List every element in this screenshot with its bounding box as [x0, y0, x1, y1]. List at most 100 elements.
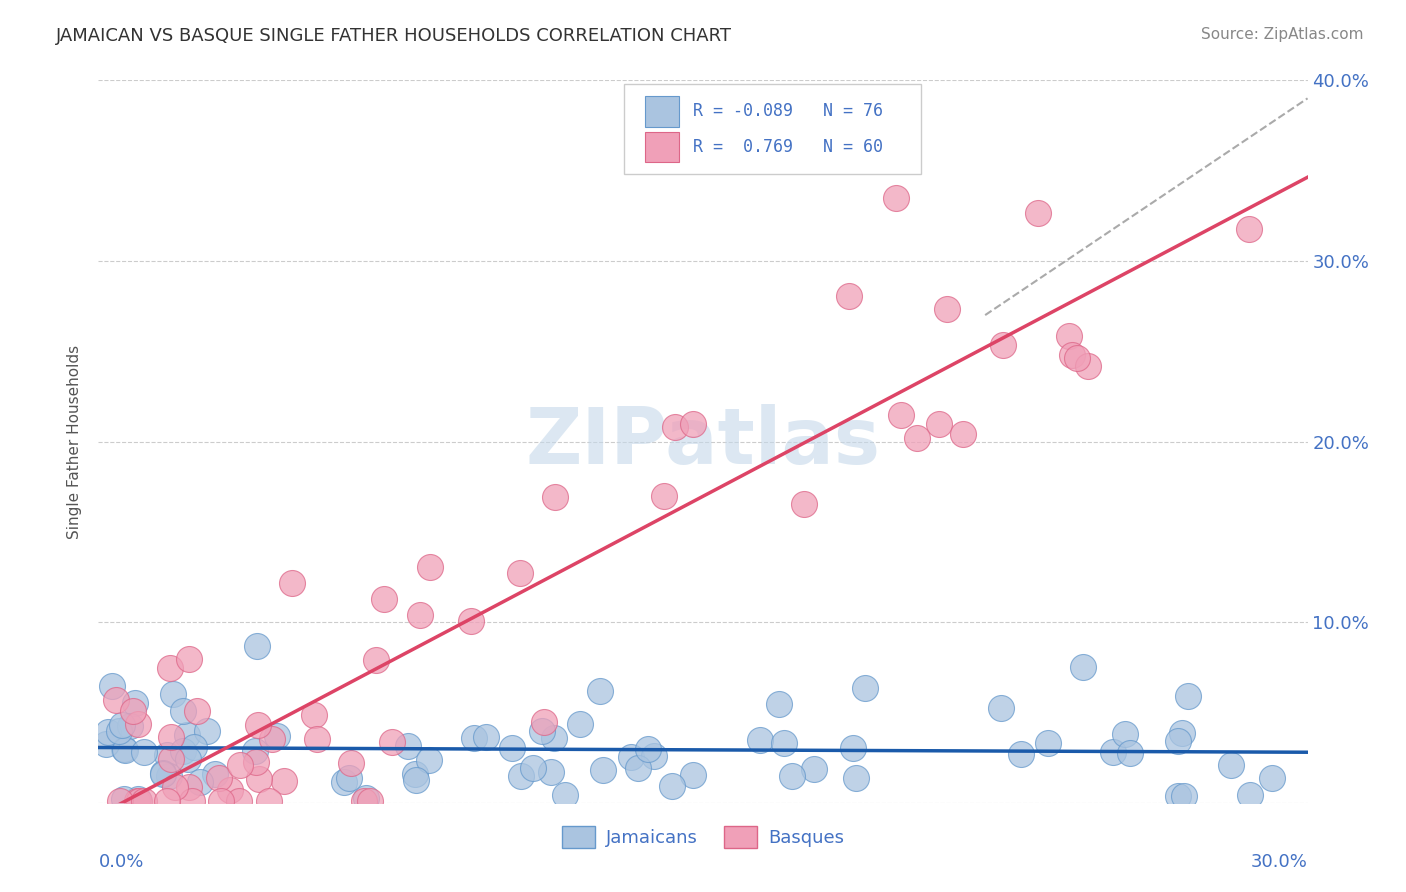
Point [620, 749, 643, 764]
Point [127, 716, 149, 731]
Point [782, 768, 804, 782]
Point [1102, 745, 1125, 759]
Point [1177, 689, 1199, 703]
Point [101, 679, 124, 693]
Point [396, 739, 419, 753]
Point [94, 737, 117, 751]
Point [1173, 789, 1195, 803]
Point [172, 744, 194, 758]
Point [522, 761, 544, 775]
Point [183, 739, 205, 754]
Point [122, 704, 145, 718]
Text: Source: ZipAtlas.com: Source: ZipAtlas.com [1201, 27, 1364, 42]
Text: JAMAICAN VS BASQUE SINGLE FATHER HOUSEHOLDS CORRELATION CHART: JAMAICAN VS BASQUE SINGLE FATHER HOUSEHO… [56, 27, 733, 45]
Point [1118, 746, 1140, 760]
Point [243, 744, 266, 758]
Point [501, 740, 523, 755]
Point [652, 489, 675, 503]
Point [132, 745, 155, 759]
Point [838, 289, 860, 303]
Point [1071, 660, 1094, 674]
Point [360, 794, 382, 808]
Point [333, 775, 356, 789]
Point [188, 775, 211, 789]
Point [990, 701, 1012, 715]
Point [204, 767, 226, 781]
Point [257, 794, 280, 808]
Point [842, 740, 865, 755]
Point [228, 794, 250, 808]
Point [127, 792, 149, 806]
Point [569, 716, 592, 731]
Point [125, 794, 148, 808]
Point [218, 783, 240, 797]
Point [305, 731, 328, 746]
Text: 0.0%: 0.0% [98, 854, 143, 871]
Point [1114, 727, 1136, 741]
Text: ZIPatlas: ZIPatlas [526, 403, 880, 480]
Point [637, 742, 659, 756]
Point [112, 792, 135, 806]
Point [419, 559, 441, 574]
Point [661, 779, 683, 793]
Point [162, 687, 184, 701]
Point [531, 723, 554, 738]
Point [112, 741, 135, 756]
Point [128, 794, 150, 808]
Point [793, 497, 815, 511]
Point [157, 769, 180, 783]
Point [664, 420, 686, 434]
Point [991, 338, 1014, 352]
Point [405, 773, 427, 788]
Point [1057, 328, 1080, 343]
Point [179, 780, 201, 794]
Point [266, 729, 288, 743]
Point [853, 681, 876, 695]
Point [132, 794, 155, 808]
Point [97, 725, 120, 739]
Point [165, 780, 187, 794]
Point [845, 771, 868, 785]
Point [533, 715, 555, 730]
Point [772, 736, 794, 750]
Point [160, 752, 183, 766]
Point [181, 794, 204, 808]
Point [1077, 359, 1099, 373]
Point [1167, 789, 1189, 804]
Point [408, 607, 430, 622]
Point [1261, 772, 1284, 786]
Point [1060, 348, 1083, 362]
Point [952, 426, 974, 441]
Point [354, 791, 377, 805]
Point [209, 794, 232, 808]
Point [373, 591, 395, 606]
Point [404, 767, 426, 781]
Point [353, 794, 375, 808]
Point [159, 661, 181, 675]
Point [592, 763, 614, 777]
Point [110, 794, 132, 808]
Point [124, 696, 146, 710]
Point [1066, 351, 1088, 366]
Point [247, 717, 270, 731]
Point [208, 771, 231, 785]
Point [890, 408, 912, 422]
Legend: Jamaicans, Basques: Jamaicans, Basques [555, 819, 851, 855]
Point [152, 767, 174, 781]
Point [111, 718, 134, 732]
Point [247, 772, 270, 786]
Point [228, 758, 250, 772]
Point [246, 639, 269, 653]
Point [749, 733, 772, 747]
Point [588, 684, 610, 698]
Point [460, 615, 482, 629]
Point [340, 756, 363, 771]
Point [176, 728, 198, 742]
Point [418, 753, 440, 767]
Point [1038, 736, 1060, 750]
Point [364, 653, 387, 667]
Point [172, 704, 194, 718]
Point [1026, 206, 1049, 220]
Point [1171, 726, 1194, 740]
Point [152, 765, 174, 780]
